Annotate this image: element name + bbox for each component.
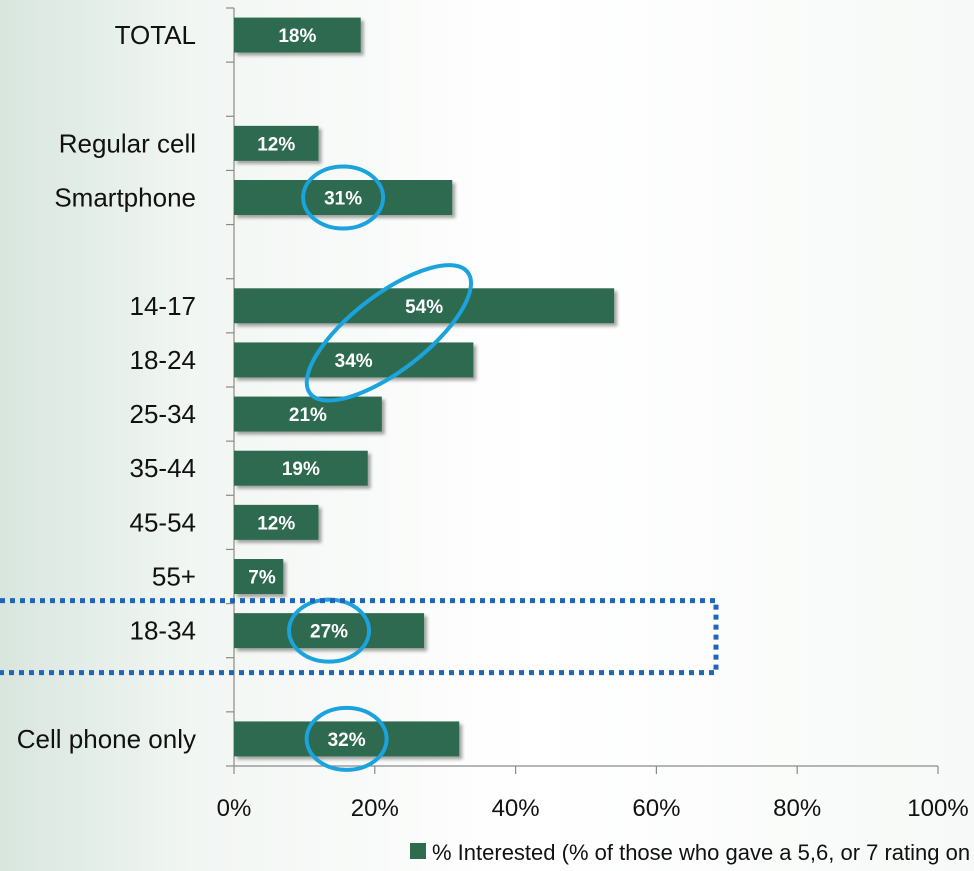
x-tick-label: 80%	[773, 795, 821, 822]
highlight-ellipse	[304, 263, 474, 403]
bar	[234, 559, 284, 594]
legend-label: % Interested (% of those who gave a 5,6,…	[432, 840, 974, 865]
category-label: TOTAL	[115, 20, 196, 50]
x-tick-label: 20%	[351, 795, 399, 822]
bar	[234, 396, 382, 432]
bar	[234, 17, 361, 53]
data-label: 7%	[248, 568, 276, 589]
axes	[226, 7, 939, 774]
category-label: 14-17	[130, 291, 197, 321]
bar	[234, 450, 368, 486]
bar	[234, 180, 453, 215]
bar	[234, 125, 319, 161]
x-tick-label: 40%	[492, 795, 540, 822]
category-label: 18-24	[130, 345, 197, 375]
data-label: 12%	[257, 513, 295, 534]
data-label: 21%	[289, 405, 327, 426]
legend: % Interested (% of those who gave a 5,6,…	[410, 840, 974, 865]
bar	[234, 613, 425, 649]
highlight-circle	[287, 597, 372, 664]
category-labels: TOTAL Regular cell Smartphone 14-17 18-24 25-…	[17, 20, 196, 754]
bar	[234, 342, 474, 378]
data-label: 27%	[310, 622, 348, 643]
data-label: 32%	[328, 730, 366, 751]
bar	[234, 288, 615, 324]
legend-swatch	[410, 843, 426, 859]
annotations	[0, 164, 719, 772]
category-label: 25-34	[130, 399, 197, 429]
category-label: Cell phone only	[17, 724, 196, 754]
highlight-circle	[301, 164, 386, 231]
bars	[234, 17, 615, 757]
bar	[234, 504, 319, 540]
data-label: 54%	[405, 297, 443, 318]
bar	[234, 721, 460, 757]
x-tick-label: 60%	[632, 795, 680, 822]
category-label: 35-44	[130, 453, 197, 483]
data-labels: 18% 12% 31% 54% 34% 21% 19% 12% 7% 27% 32%	[248, 26, 443, 751]
category-label: 18-34	[130, 616, 197, 646]
data-label: 31%	[324, 189, 362, 210]
highlight-circle	[304, 705, 389, 772]
x-tick-label: 0%	[217, 795, 252, 822]
x-tick-labels: 0% 20% 40% 60% 80% 100%	[217, 795, 969, 822]
category-label: 45-54	[130, 507, 197, 537]
x-tick-label: 100%	[907, 795, 968, 822]
data-label: 34%	[335, 351, 373, 372]
data-label: 19%	[282, 459, 320, 480]
category-label: Regular cell	[59, 128, 196, 158]
category-label: 55+	[152, 562, 196, 592]
highlight-box	[0, 598, 719, 676]
data-label: 12%	[257, 134, 295, 155]
data-label: 18%	[278, 26, 316, 47]
category-label: Smartphone	[54, 183, 196, 213]
